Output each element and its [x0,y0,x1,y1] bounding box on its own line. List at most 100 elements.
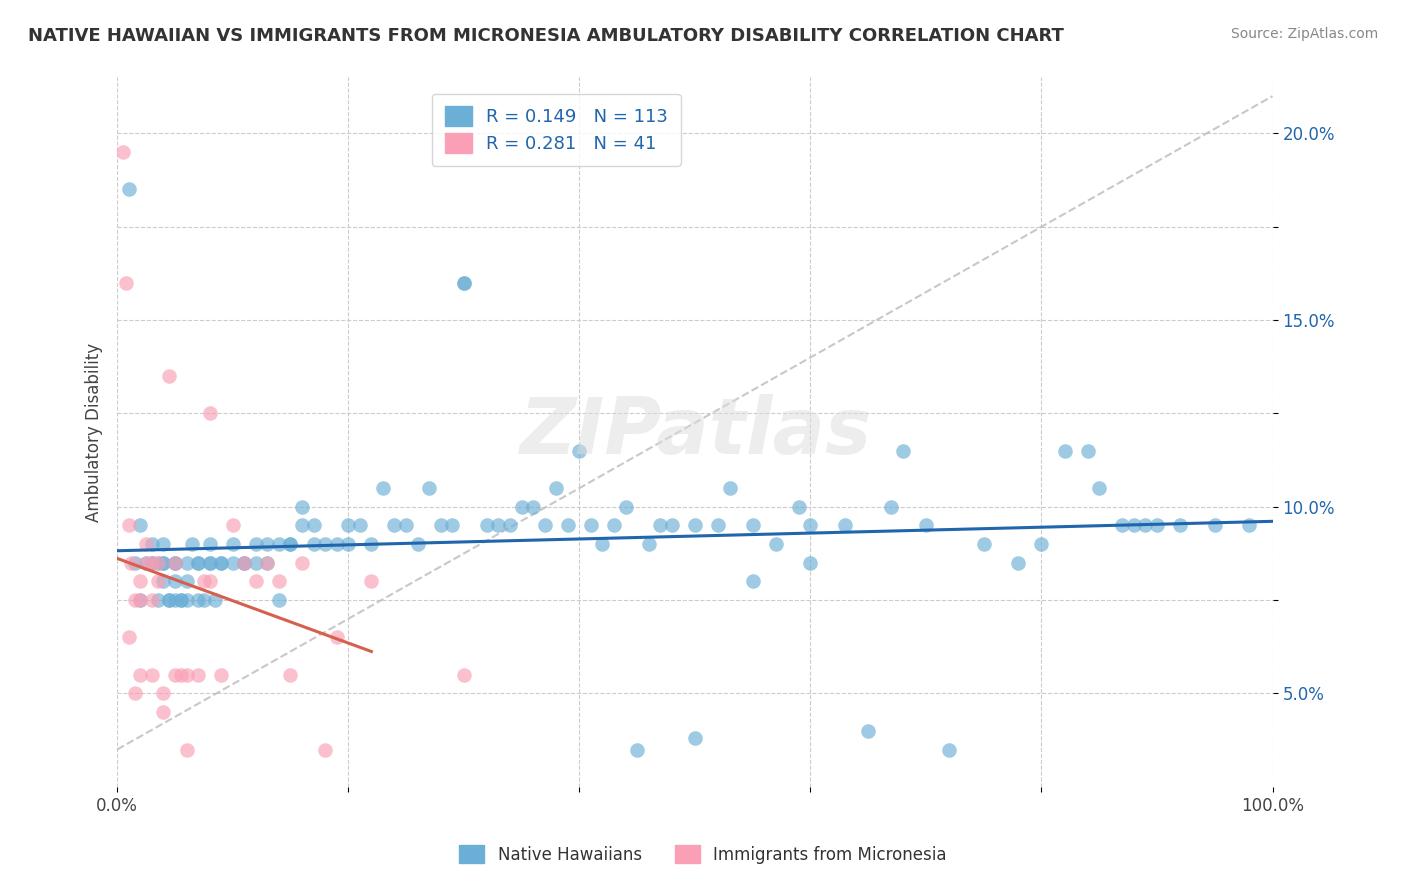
Point [637,537,659,551]
Point [176,668,198,682]
Point [337,537,360,551]
Point [118,518,141,533]
Point [176,742,198,756]
Point [198,407,221,421]
Point [568,443,591,458]
Point [193,574,215,589]
Point [337,518,360,533]
Point [291,556,314,570]
Point [614,500,637,514]
Point [157,593,180,607]
Point [141,556,163,570]
Point [152,574,174,589]
Point [129,593,152,607]
Point [170,668,193,682]
Point [314,537,336,551]
Legend: R = 0.149   N = 113, R = 0.281   N = 41: R = 0.149 N = 113, R = 0.281 N = 41 [432,94,681,166]
Point [157,593,180,607]
Point [163,556,186,570]
Point [209,556,232,570]
Point [280,537,302,551]
Point [198,574,221,589]
Point [453,276,475,290]
Point [441,518,464,533]
Point [233,556,256,570]
Point [683,518,706,533]
Point [683,731,706,746]
Point [187,593,209,607]
Point [429,518,451,533]
Point [245,556,267,570]
Point [170,593,193,607]
Point [1077,443,1099,458]
Point [129,668,152,682]
Point [1111,518,1133,533]
Point [891,443,914,458]
Point [1007,556,1029,570]
Point [1204,518,1226,533]
Point [170,593,193,607]
Point [1031,537,1053,551]
Point [124,593,146,607]
Point [163,556,186,570]
Point [267,574,290,589]
Text: Source: ZipAtlas.com: Source: ZipAtlas.com [1230,27,1378,41]
Point [163,574,186,589]
Point [124,556,146,570]
Text: ZIPatlas: ZIPatlas [519,394,870,470]
Point [129,574,152,589]
Point [256,556,278,570]
Point [302,518,325,533]
Point [233,556,256,570]
Point [325,631,347,645]
Point [141,668,163,682]
Point [204,593,226,607]
Point [198,537,221,551]
Point [152,556,174,570]
Point [146,574,169,589]
Point [384,518,406,533]
Point [157,369,180,384]
Point [222,537,245,551]
Y-axis label: Ambulatory Disability: Ambulatory Disability [86,343,103,522]
Point [198,556,221,570]
Point [181,537,204,551]
Point [209,668,232,682]
Point [118,182,141,196]
Point [163,556,186,570]
Point [1088,481,1111,495]
Point [152,556,174,570]
Point [603,518,626,533]
Point [135,556,157,570]
Point [799,518,821,533]
Point [938,742,960,756]
Point [280,668,302,682]
Point [626,742,648,756]
Point [198,556,221,570]
Point [152,705,174,719]
Point [510,500,533,514]
Point [163,593,186,607]
Point [557,518,579,533]
Point [129,518,152,533]
Point [453,276,475,290]
Point [135,537,157,551]
Point [1122,518,1144,533]
Point [222,518,245,533]
Point [120,556,142,570]
Point [141,593,163,607]
Point [111,145,134,160]
Point [591,537,613,551]
Point [360,574,382,589]
Point [1146,518,1168,533]
Point [741,518,763,533]
Point [267,593,290,607]
Point [209,556,232,570]
Point [141,537,163,551]
Point [115,276,138,290]
Point [765,537,787,551]
Point [360,537,382,551]
Point [233,556,256,570]
Point [1168,518,1191,533]
Point [787,500,810,514]
